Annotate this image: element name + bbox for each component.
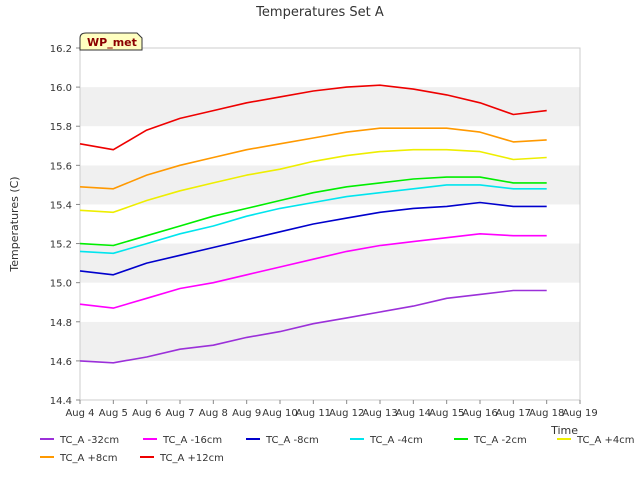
grid-band bbox=[80, 48, 580, 88]
grid-band bbox=[80, 165, 580, 205]
legend-item-7: TC_A +12cm bbox=[140, 453, 224, 464]
x-tick-label: Aug 5 bbox=[99, 408, 128, 419]
legend-label: TC_A +8cm bbox=[59, 453, 118, 464]
x-tick-label: Aug 15 bbox=[429, 408, 464, 419]
series-lines bbox=[79, 84, 547, 364]
series-line-3 bbox=[79, 184, 547, 255]
x-tick-label: Aug 18 bbox=[529, 408, 564, 419]
x-tick-label: Aug 10 bbox=[262, 408, 297, 419]
series-line-2 bbox=[79, 201, 547, 276]
site-badge-label: WP_met bbox=[87, 36, 137, 49]
legend-label: TC_A -4cm bbox=[369, 435, 423, 446]
y-axis-label: Temperatures (C) bbox=[8, 176, 21, 272]
grid-band bbox=[80, 321, 580, 361]
legend-item-6: TC_A +8cm bbox=[40, 453, 118, 464]
y-tick-label: 15.8 bbox=[50, 122, 72, 133]
grid-band bbox=[80, 282, 580, 322]
x-tick-label: Aug 8 bbox=[199, 408, 228, 419]
y-tick-label: 15.2 bbox=[50, 240, 72, 251]
legend-label: TC_A -2cm bbox=[473, 435, 527, 446]
legend-item-0: TC_A -32cm bbox=[40, 435, 119, 446]
series-line-6 bbox=[79, 127, 547, 190]
legend-label: TC_A +12cm bbox=[159, 453, 224, 464]
series-line-7 bbox=[79, 84, 547, 151]
y-tick-label: 15.0 bbox=[50, 279, 72, 290]
grid-band bbox=[80, 360, 580, 400]
y-tick-label: 15.6 bbox=[50, 161, 72, 172]
legend-item-4: TC_A -2cm bbox=[454, 435, 527, 446]
series-line-1 bbox=[79, 233, 547, 309]
x-tick-label: Aug 16 bbox=[462, 408, 497, 419]
x-tick-label: Aug 4 bbox=[65, 408, 94, 419]
legend-label: TC_A +4cm bbox=[576, 435, 635, 446]
legend-item-3: TC_A -4cm bbox=[350, 435, 423, 446]
y-tick-label: 16.0 bbox=[50, 83, 72, 94]
legend: TC_A -32cm TC_A -16cm TC_A -8cm TC_A -4cm TC… bbox=[40, 435, 635, 464]
grid-band bbox=[80, 204, 580, 244]
chart-title: Temperatures Set A bbox=[255, 5, 384, 20]
grid-band bbox=[80, 126, 580, 166]
y-tick-label: 15.4 bbox=[50, 200, 72, 211]
legend-label: TC_A -16cm bbox=[162, 435, 222, 446]
plot-frame bbox=[79, 47, 581, 401]
x-axis-label: Time bbox=[550, 424, 578, 437]
y-tick-label: 14.6 bbox=[50, 357, 72, 368]
x-tick-label: Aug 7 bbox=[165, 408, 194, 419]
legend-item-5: TC_A +4cm bbox=[557, 435, 635, 446]
series-line-0 bbox=[79, 289, 547, 364]
series-line-5 bbox=[79, 148, 547, 214]
legend-label: TC_A -8cm bbox=[265, 435, 319, 446]
x-tick-label: Aug 9 bbox=[232, 408, 261, 419]
x-tick-label: Aug 17 bbox=[496, 408, 531, 419]
x-tick-label: Aug 11 bbox=[296, 408, 331, 419]
y-tick-label: 14.4 bbox=[50, 396, 72, 407]
y-tick-label: 14.8 bbox=[50, 318, 72, 329]
y-axis-ticks: 14.4 14.6 14.8 15.0 15.2 15.4 15.6 15.8 16.0 16.2 bbox=[50, 44, 80, 407]
grid-band bbox=[80, 243, 580, 283]
x-tick-label: Aug 19 bbox=[562, 408, 597, 419]
series-line-4 bbox=[79, 176, 547, 247]
x-axis-ticks: Aug 4 Aug 5 Aug 6 Aug 7 Aug 8 Aug 9 Aug 10Aug … bbox=[65, 400, 598, 419]
legend-label: TC_A -32cm bbox=[59, 435, 119, 446]
legend-item-2: TC_A -8cm bbox=[246, 435, 319, 446]
site-badge: WP_met bbox=[79, 32, 143, 51]
y-tick-label: 16.2 bbox=[50, 44, 72, 55]
grid-band bbox=[80, 87, 580, 127]
site-badge-box bbox=[79, 32, 143, 51]
plot-background bbox=[80, 48, 580, 400]
x-tick-label: Aug 13 bbox=[362, 408, 397, 419]
legend-item-1: TC_A -16cm bbox=[143, 435, 222, 446]
x-tick-label: Aug 14 bbox=[396, 408, 431, 419]
x-tick-label: Aug 6 bbox=[132, 408, 161, 419]
x-tick-label: Aug 12 bbox=[329, 408, 364, 419]
